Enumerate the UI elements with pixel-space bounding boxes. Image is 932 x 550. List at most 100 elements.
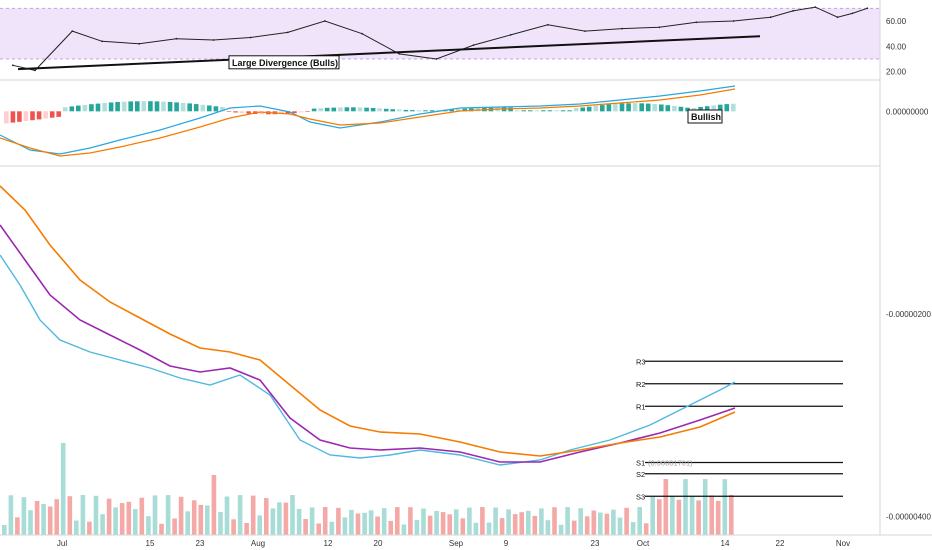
macd-histogram-bar [76,105,81,112]
time-tick-label: 12 [324,539,333,548]
volume-bar [349,509,354,535]
moving-average-slow [0,185,736,457]
macd-histogram-bar [193,104,199,112]
macd-histogram-bar [246,111,251,114]
macd-histogram-bar [632,103,638,112]
volume-bar [185,511,190,535]
macd-histogram-bar [410,110,415,112]
rsi-point [851,12,854,15]
macd-histogram-bar [626,103,631,112]
rsi-point [175,37,178,40]
macd-histogram-bar [469,108,474,112]
rsi-point [814,6,817,8]
macd-histogram-bar [344,107,350,112]
macd-histogram-bar [567,110,572,112]
volume-bar [362,512,367,535]
macd-histogram-bar [416,110,422,112]
volume-bar [283,502,289,535]
macd-histogram-bar [377,108,382,112]
volume-bar [715,500,721,535]
macd-histogram-bar [213,106,219,112]
volume-bar [434,510,439,535]
pivot-label: R1 [636,402,646,411]
macd-histogram-bar [573,108,579,112]
divergence-label: Large Divergence (Bulls) [232,58,338,68]
volume-bar [447,514,452,535]
volume-bar [598,512,603,535]
volume-bar [460,518,466,535]
macd-signal-line-orange [0,88,736,157]
price-panel: 0.382(0.00004222)0.236(0.00003259)2.618(… [0,185,843,535]
macd-histogram-bar [148,101,153,112]
macd-histogram-bar [731,103,736,112]
volume-bar [499,518,505,535]
macd-histogram-bar [279,111,284,114]
volume-bar [493,507,498,535]
volume-bar [60,443,66,535]
volume-bar [231,519,236,535]
volume-bar [159,523,164,535]
volume-bar [473,522,479,535]
volume-bar [178,496,184,535]
rsi-point [769,16,772,19]
volume-bar [303,519,308,535]
macd-histogram-bar [672,106,677,112]
moving-average-mid [0,224,736,463]
macd-histogram-bar [69,106,75,112]
rsi-panel: 60.00 40.00 20.00 [0,6,907,81]
macd-histogram-bar [383,108,389,112]
volume-bar [709,495,714,535]
volume-bar [545,520,551,535]
volume-bar [296,508,302,535]
rsi-point [732,20,735,22]
macd-histogram-bar [128,101,133,112]
volume-bar [277,502,282,535]
volume-bar [702,479,708,535]
macd-histogram-bar [390,109,395,112]
macd-histogram-bar [115,102,120,112]
volume-bar [93,495,99,535]
macd-histogram-bar [167,102,173,112]
volume-bar [47,506,53,535]
rsi-point [398,53,401,55]
pivot-label: R2 [636,380,646,389]
macd-histogram-bar [534,110,540,112]
volume-bar [512,514,518,535]
volume-bar [440,512,446,535]
macd-histogram-bar [645,103,651,112]
macd-histogram-bar [89,104,94,112]
volume-bar [8,495,14,535]
volume-bar [526,510,531,535]
macd-histogram-bar [285,111,291,114]
macd-histogram-bar [43,111,48,119]
volume-bar [250,495,256,535]
rsi-point [286,31,289,34]
volume-bar [67,496,73,535]
volume-bar [322,507,328,535]
volume-bar [650,497,655,535]
time-tick-label: Sep [449,539,464,548]
macd-signal-line-blue [0,85,736,155]
macd-histogram-bar [220,107,225,112]
rsi-point [101,40,103,43]
volume-bar [15,517,20,535]
volume-bar [211,475,217,535]
pivot-label: S2 [636,470,645,479]
volume-bar [395,507,400,535]
volume-bar [729,494,734,535]
volume-bar [381,508,387,535]
macd-histogram-bar [554,110,559,112]
macd-histogram-bar [233,111,238,113]
macd-histogram-bar [678,106,684,112]
volume-bar [106,498,112,535]
macd-histogram-bar [508,107,513,112]
time-tick-label: 23 [196,539,205,548]
macd-histogram-bar [403,109,409,112]
macd-histogram-bar [121,101,127,112]
time-tick-label: Nov [836,539,850,548]
volume-bar [427,515,433,535]
macd-histogram-bar [455,109,461,112]
macd-histogram-bar [305,111,310,112]
volume-bar [218,512,223,535]
macd-histogram-bar [717,104,723,112]
